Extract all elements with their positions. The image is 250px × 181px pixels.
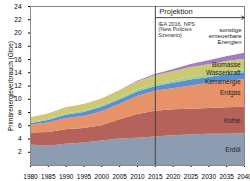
svg-text:2015: 2015 [148,173,163,180]
svg-text:10: 10 [14,95,22,102]
svg-text:IEA 2016, NPS(New PoliciesSzen: IEA 2016, NPS(New PoliciesSzenario) [158,21,195,38]
svg-text:Kohle: Kohle [224,117,241,124]
svg-text:2035: 2035 [219,173,234,180]
svg-text:2025: 2025 [184,173,199,180]
svg-text:2040: 2040 [237,173,250,180]
svg-text:18: 18 [14,42,22,49]
svg-text:4: 4 [18,135,22,142]
svg-text:Projektion: Projektion [159,7,192,16]
svg-text:2020: 2020 [166,173,181,180]
svg-text:2010: 2010 [130,173,145,180]
svg-text:1990: 1990 [59,173,74,180]
svg-text:sonstigeerneuerbareEnergien: sonstigeerneuerbareEnergien [209,27,242,45]
svg-text:24: 24 [14,3,22,10]
svg-text:1995: 1995 [77,173,92,180]
svg-text:22: 22 [14,16,22,23]
svg-text:2005: 2005 [112,173,127,180]
svg-text:12: 12 [14,82,22,89]
svg-text:Erdgas: Erdgas [220,89,241,97]
svg-text:2030: 2030 [202,173,217,180]
svg-text:Erdöl: Erdöl [225,146,241,153]
svg-text:1985: 1985 [41,173,56,180]
svg-text:2000: 2000 [95,173,110,180]
svg-text:Primärenergieverbrauch (Gtoe): Primärenergieverbrauch (Gtoe) [7,41,15,131]
svg-text:16: 16 [14,56,22,63]
svg-text:6: 6 [18,122,22,129]
svg-text:2: 2 [18,148,22,155]
svg-text:Wasserkraft: Wasserkraft [206,69,241,76]
svg-text:8: 8 [18,109,22,116]
svg-text:14: 14 [14,69,22,76]
svg-text:1980: 1980 [23,173,38,180]
svg-text:20: 20 [14,29,22,36]
svg-text:Kernenergie: Kernenergie [205,78,241,86]
svg-text:Biomasse: Biomasse [212,61,241,68]
